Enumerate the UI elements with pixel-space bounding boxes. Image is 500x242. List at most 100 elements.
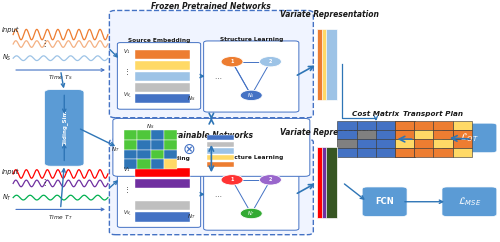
Text: $N_T$: $N_T$ bbox=[2, 192, 12, 203]
Bar bbox=[376, 139, 395, 148]
Text: Time $T_T$: Time $T_T$ bbox=[48, 213, 73, 222]
Text: $\vdots$: $\vdots$ bbox=[124, 68, 129, 77]
Bar bbox=[414, 121, 433, 130]
Circle shape bbox=[240, 208, 262, 219]
FancyBboxPatch shape bbox=[110, 10, 314, 118]
Bar bbox=[395, 130, 414, 139]
Bar bbox=[136, 94, 190, 103]
FancyBboxPatch shape bbox=[442, 123, 497, 153]
Bar bbox=[356, 130, 376, 139]
Bar bbox=[138, 150, 150, 159]
Text: $N_S$: $N_S$ bbox=[187, 94, 196, 103]
Bar bbox=[138, 140, 150, 150]
Text: 2: 2 bbox=[269, 59, 272, 64]
Bar bbox=[338, 130, 356, 139]
FancyBboxPatch shape bbox=[118, 43, 200, 109]
FancyBboxPatch shape bbox=[44, 90, 84, 166]
Bar bbox=[356, 139, 376, 148]
Bar bbox=[326, 29, 338, 99]
Bar bbox=[414, 148, 433, 158]
FancyBboxPatch shape bbox=[204, 159, 299, 230]
Bar bbox=[376, 130, 395, 139]
Text: $V_{N_T}$: $V_{N_T}$ bbox=[124, 208, 133, 218]
Circle shape bbox=[260, 56, 281, 67]
Bar bbox=[150, 140, 164, 150]
Bar bbox=[124, 150, 138, 159]
Bar bbox=[206, 148, 234, 154]
Text: $N_T$: $N_T$ bbox=[248, 209, 255, 218]
Bar bbox=[138, 130, 150, 140]
Text: 1: 1 bbox=[230, 177, 234, 182]
Bar bbox=[150, 159, 164, 169]
Bar bbox=[394, 130, 414, 139]
Bar bbox=[136, 212, 190, 222]
FancyBboxPatch shape bbox=[204, 41, 299, 112]
FancyBboxPatch shape bbox=[113, 118, 310, 176]
Bar bbox=[136, 190, 190, 199]
Bar bbox=[318, 147, 328, 218]
Bar bbox=[136, 83, 190, 92]
Bar bbox=[206, 142, 234, 147]
Bar bbox=[452, 139, 472, 148]
Text: Target Embedding: Target Embedding bbox=[128, 156, 190, 161]
Text: $N_S$: $N_S$ bbox=[146, 122, 155, 131]
Bar bbox=[124, 130, 138, 140]
Bar bbox=[395, 121, 414, 130]
Bar bbox=[433, 121, 452, 130]
Bar bbox=[395, 148, 414, 158]
Text: $\mathcal{L}_{MSE}$: $\mathcal{L}_{MSE}$ bbox=[458, 195, 481, 208]
Text: $N_T$: $N_T$ bbox=[111, 145, 120, 154]
Text: Variate Representation: Variate Representation bbox=[280, 10, 379, 19]
Bar bbox=[338, 121, 356, 130]
Text: Transport Plan: Transport Plan bbox=[403, 111, 463, 117]
Text: $\vdots$: $\vdots$ bbox=[124, 186, 129, 195]
Text: $V_1$: $V_1$ bbox=[124, 47, 131, 56]
Bar bbox=[136, 168, 190, 177]
FancyBboxPatch shape bbox=[442, 187, 497, 217]
Bar bbox=[138, 159, 150, 169]
Circle shape bbox=[221, 56, 243, 67]
Bar bbox=[164, 140, 176, 150]
Text: $V_1$: $V_1$ bbox=[124, 165, 131, 174]
Bar bbox=[136, 201, 190, 211]
Bar bbox=[433, 148, 452, 158]
Bar bbox=[338, 148, 356, 158]
Bar bbox=[136, 61, 190, 70]
Bar bbox=[150, 150, 164, 159]
Bar bbox=[206, 135, 234, 140]
Text: $\vdots$: $\vdots$ bbox=[40, 38, 46, 49]
Text: $\otimes$: $\otimes$ bbox=[182, 142, 196, 157]
Bar bbox=[164, 150, 176, 159]
Bar bbox=[124, 159, 138, 169]
Bar bbox=[414, 130, 433, 139]
Bar bbox=[338, 139, 356, 148]
Bar bbox=[395, 139, 414, 148]
Text: Input: Input bbox=[2, 168, 19, 175]
Bar bbox=[322, 29, 333, 99]
Text: $\mathcal{L}_{OT}$: $\mathcal{L}_{OT}$ bbox=[460, 132, 479, 144]
Bar bbox=[206, 155, 234, 160]
Text: $N_S$: $N_S$ bbox=[248, 91, 255, 100]
Bar bbox=[452, 130, 472, 139]
Circle shape bbox=[221, 175, 243, 185]
Bar bbox=[150, 130, 164, 140]
Bar bbox=[433, 139, 452, 148]
Bar bbox=[164, 159, 176, 169]
FancyBboxPatch shape bbox=[362, 187, 407, 217]
Bar bbox=[376, 148, 395, 158]
Text: Sliding_Sim: Sliding_Sim bbox=[62, 110, 67, 146]
Text: $V_{N_S}$: $V_{N_S}$ bbox=[124, 90, 132, 100]
Text: $\ldots$: $\ldots$ bbox=[214, 193, 222, 199]
Bar bbox=[356, 148, 376, 158]
Bar bbox=[376, 121, 395, 130]
Text: $\vdots$: $\vdots$ bbox=[40, 177, 46, 188]
Circle shape bbox=[260, 175, 281, 185]
Bar bbox=[394, 121, 414, 130]
Bar bbox=[433, 130, 452, 139]
Text: Structure Learning: Structure Learning bbox=[220, 37, 283, 42]
Bar bbox=[394, 148, 414, 158]
Bar bbox=[356, 121, 376, 130]
Bar bbox=[394, 139, 414, 148]
Text: Frozen Pretrained Networks: Frozen Pretrained Networks bbox=[152, 2, 271, 11]
Bar bbox=[206, 162, 234, 167]
